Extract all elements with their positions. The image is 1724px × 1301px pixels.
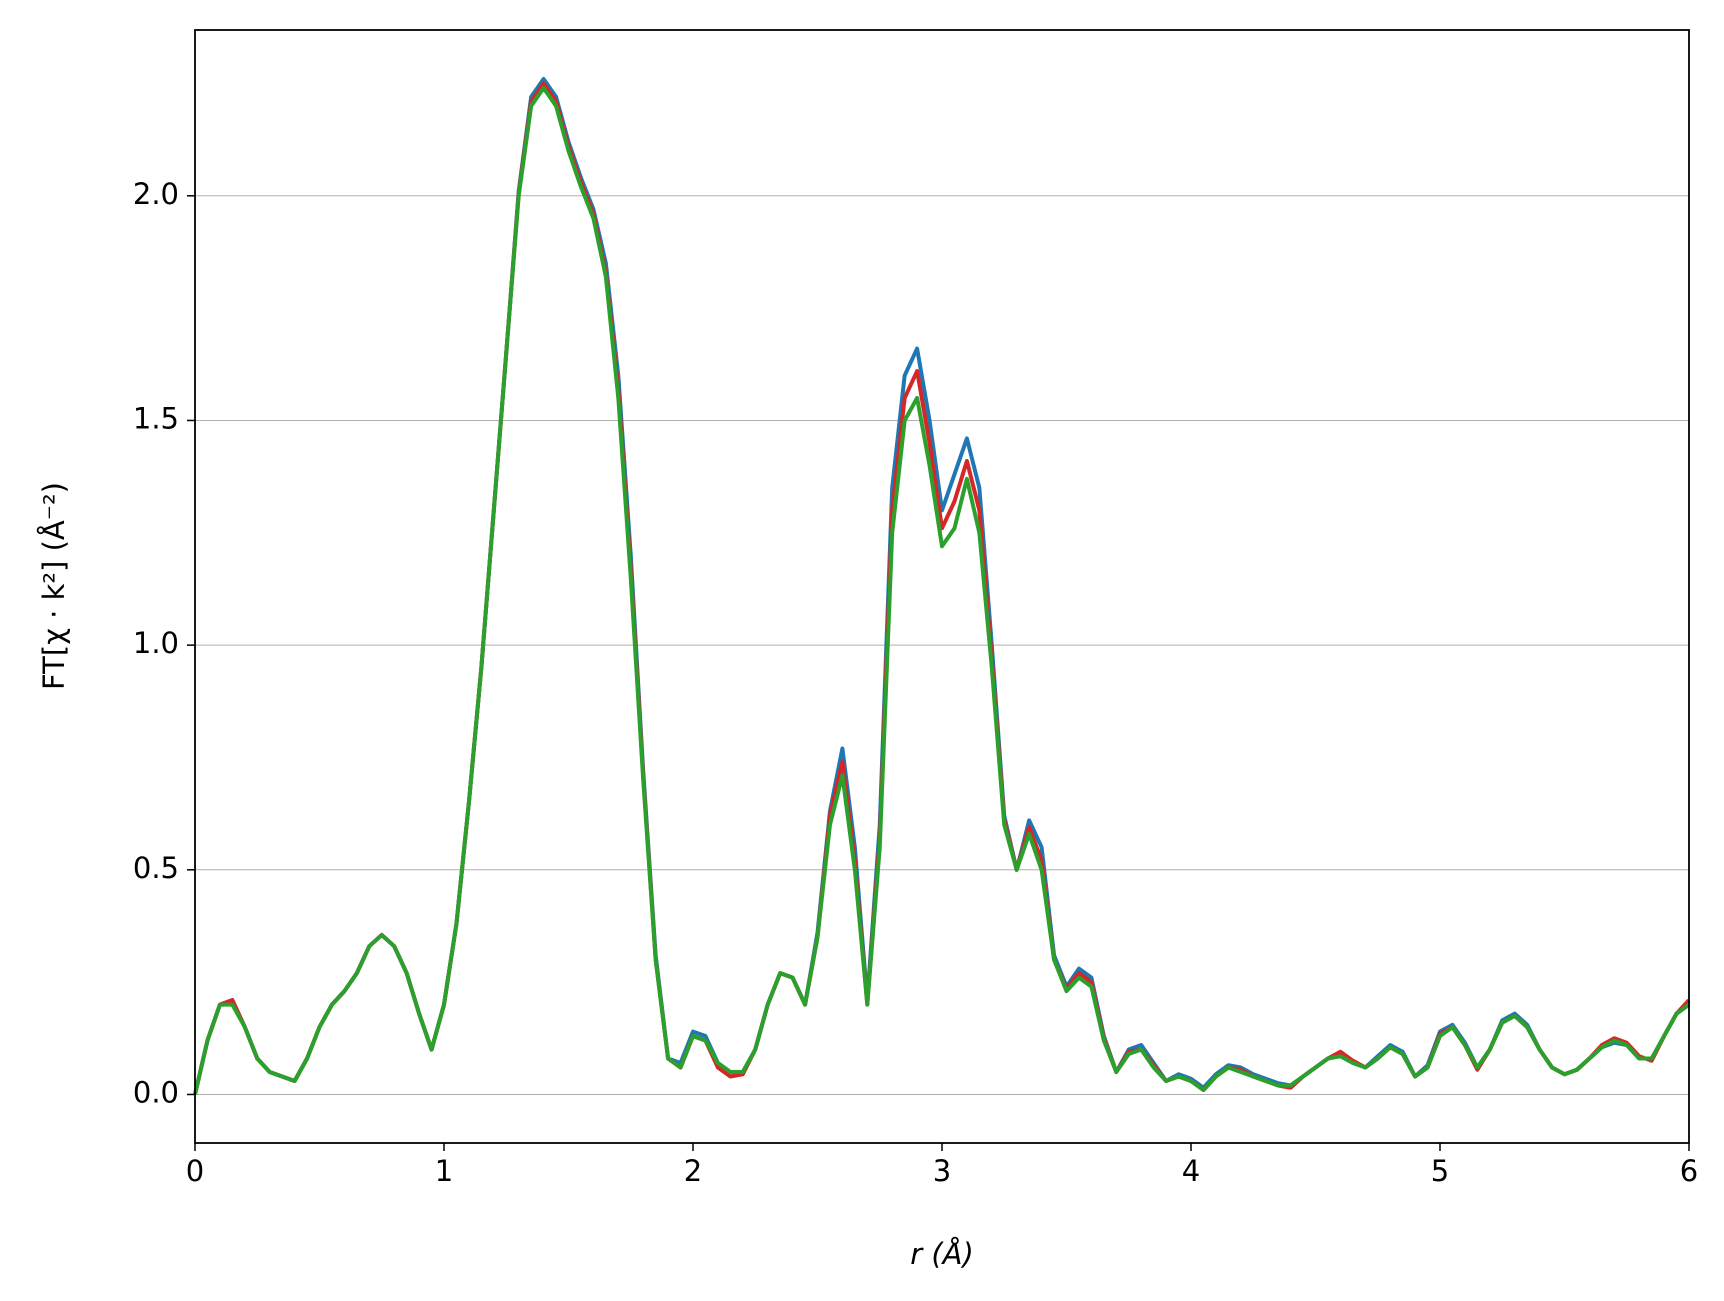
y-tick-label: 1.5	[133, 401, 179, 435]
x-tick-label: 5	[1431, 1154, 1449, 1188]
x-tick-label: 0	[186, 1154, 204, 1188]
y-axis-label: FT[χ · k²] (Å⁻²)	[37, 482, 71, 690]
x-tick-label: 4	[1182, 1154, 1200, 1188]
x-tick-label: 6	[1680, 1154, 1698, 1188]
y-tick-label: 0.5	[133, 851, 179, 885]
x-axis-label: r (Å)	[910, 1237, 974, 1271]
y-tick-label: 1.0	[133, 626, 179, 660]
data-line	[193, 85, 1691, 1095]
y-tick-label: 2.0	[133, 177, 179, 211]
x-tick-label: 1	[435, 1154, 453, 1188]
plot-frame	[194, 29, 1690, 1144]
data-line	[193, 76, 1691, 1095]
data-line	[193, 81, 1691, 1095]
x-tick-label: 2	[684, 1154, 702, 1188]
y-tick-label: 0.0	[133, 1075, 179, 1109]
x-tick-label: 3	[933, 1154, 951, 1188]
